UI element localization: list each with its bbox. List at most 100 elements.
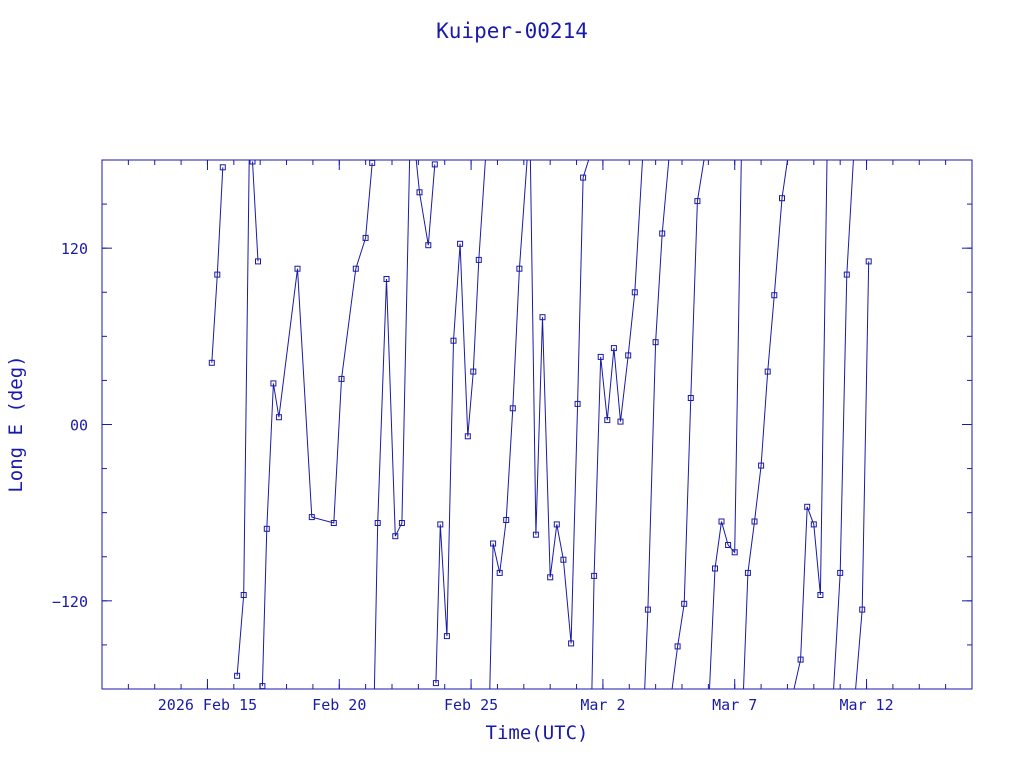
- y-tick-label: 00: [70, 417, 88, 435]
- data-point: [294, 265, 301, 272]
- x-tick-label: Mar 2: [580, 696, 625, 714]
- data-point: [532, 531, 539, 538]
- data-point: [263, 525, 270, 532]
- data-point: [659, 230, 666, 237]
- series-line-7: [489, 160, 528, 689]
- data-point: [751, 518, 758, 525]
- data-point: [509, 405, 516, 412]
- data-point: [308, 514, 315, 521]
- y-tick-label: −120: [52, 593, 88, 611]
- data-point: [255, 258, 261, 265]
- series-line-11: [671, 160, 705, 689]
- data-point: [208, 359, 215, 366]
- data-point: [503, 517, 510, 523]
- data-point: [437, 521, 444, 528]
- data-point: [604, 417, 611, 424]
- data-point: [591, 572, 598, 579]
- data-point: [553, 521, 560, 528]
- data-point: [383, 276, 390, 282]
- data-point: [597, 353, 604, 360]
- data-point: [810, 521, 817, 528]
- data-point: [219, 164, 226, 171]
- data-point: [865, 258, 872, 265]
- data-point: [240, 592, 247, 598]
- data-point: [432, 680, 439, 687]
- data-point: [475, 256, 482, 263]
- data-point: [496, 569, 503, 576]
- data-point: [392, 533, 399, 540]
- data-point: [837, 569, 844, 576]
- data-point: [560, 556, 567, 563]
- series-line-5: [415, 160, 436, 246]
- data-point: [580, 174, 587, 181]
- data-point: [574, 400, 581, 407]
- data-point: [764, 368, 771, 375]
- series-line-4: [373, 160, 411, 689]
- data-point: [464, 433, 471, 440]
- data-point: [431, 161, 438, 168]
- data-point: [234, 672, 241, 679]
- axis-ticks: [102, 160, 972, 689]
- data-point: [374, 520, 381, 526]
- data-point: [797, 656, 804, 663]
- data-point: [610, 345, 617, 352]
- series-line-0: [211, 167, 224, 363]
- data-point: [547, 574, 554, 581]
- data-markers: [208, 160, 872, 689]
- data-point: [362, 234, 369, 241]
- data-point: [712, 565, 718, 572]
- data-point: [338, 375, 345, 382]
- series-line-3: [261, 162, 373, 687]
- x-tick-label: 2026 Feb 15: [158, 696, 257, 714]
- data-point: [779, 195, 785, 202]
- data-point: [275, 414, 282, 421]
- data-point: [744, 569, 751, 576]
- data-point: [539, 314, 546, 321]
- data-point: [249, 160, 256, 165]
- data-point: [330, 520, 337, 526]
- data-point: [687, 395, 694, 401]
- chart-title: Kuiper-00214: [436, 19, 588, 43]
- series-line-10: [644, 160, 670, 689]
- data-point: [771, 292, 778, 299]
- x-tick-label: Feb 25: [444, 696, 498, 714]
- data-point: [398, 520, 405, 526]
- series-line-6: [435, 160, 486, 684]
- data-point: [681, 600, 688, 607]
- data-point: [694, 198, 701, 205]
- data-point: [674, 643, 681, 650]
- data-point: [859, 606, 866, 613]
- data-point: [416, 189, 423, 196]
- data-point: [443, 633, 450, 640]
- data-point: [369, 160, 376, 166]
- data-point: [425, 242, 432, 249]
- data-point: [804, 503, 811, 510]
- x-tick-label: Feb 20: [312, 696, 366, 714]
- data-point: [817, 592, 824, 598]
- data-point: [731, 549, 738, 556]
- x-tick-label: Mar 12: [839, 696, 893, 714]
- data-point: [625, 352, 632, 359]
- plot-frame: [101, 159, 973, 690]
- y-tick-label: 120: [61, 240, 88, 258]
- data-point: [214, 271, 221, 278]
- series-line-14: [793, 160, 828, 689]
- series-line-9: [591, 160, 643, 689]
- data-series: [211, 160, 870, 689]
- series-line-15: [833, 160, 854, 689]
- data-point: [259, 683, 266, 689]
- x-axis-label: Time(UTC): [486, 722, 589, 744]
- series-line-12: [709, 160, 742, 689]
- data-point: [652, 339, 659, 346]
- x-tick-label: Mar 7: [712, 696, 757, 714]
- y-axis-label: Long E (deg): [5, 355, 27, 492]
- data-point: [457, 240, 464, 247]
- data-point: [644, 606, 651, 613]
- series-line-13: [743, 160, 788, 689]
- data-point: [568, 640, 575, 647]
- series-line-1: [236, 160, 250, 676]
- data-point: [490, 540, 497, 547]
- data-point: [843, 271, 850, 278]
- data-point: [617, 418, 624, 425]
